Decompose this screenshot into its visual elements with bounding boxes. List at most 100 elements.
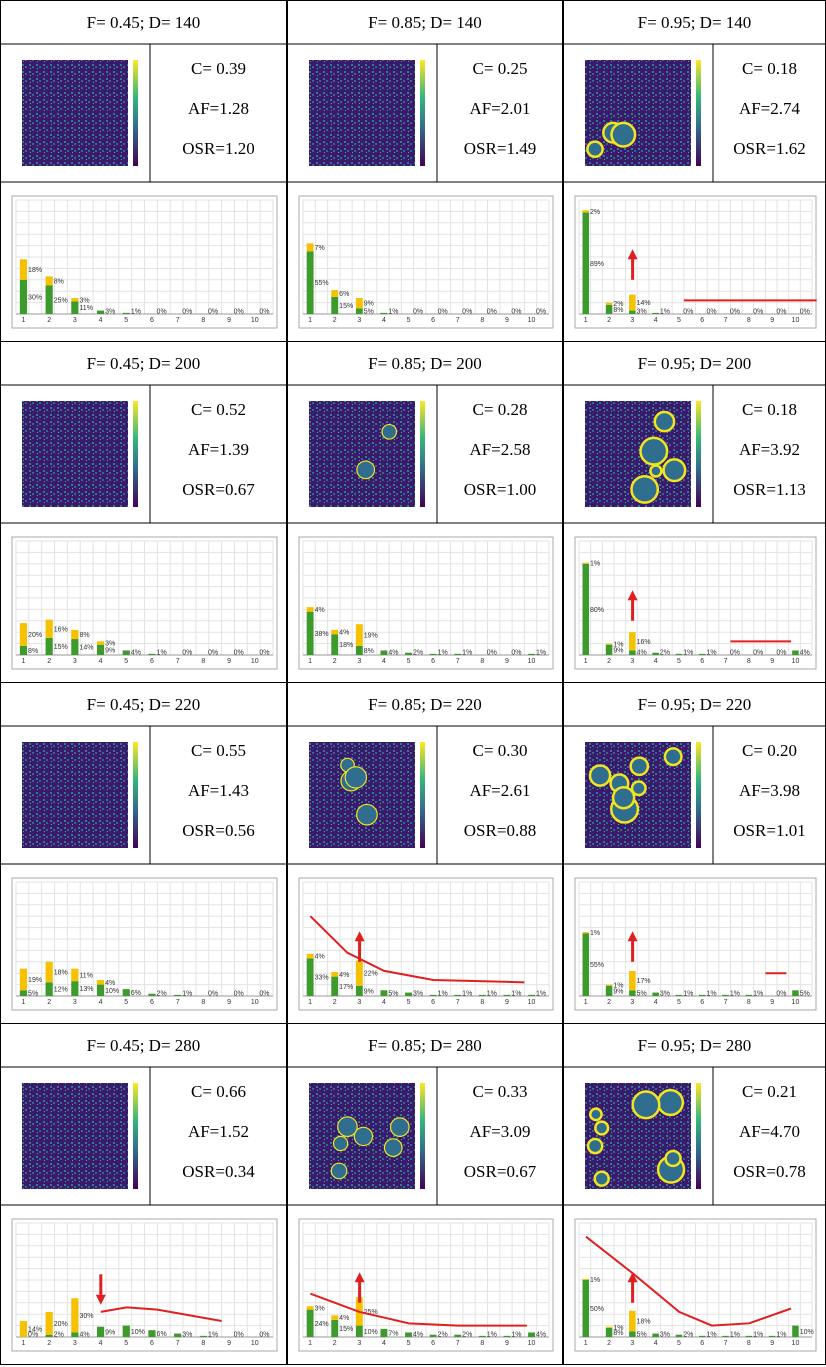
- x-tick-label: 8: [747, 658, 751, 665]
- bar-segment: [96, 980, 105, 985]
- x-tick-label: 5: [407, 658, 411, 665]
- value-label: 16%: [637, 639, 651, 646]
- value-label: 1%: [683, 991, 693, 998]
- value-label: 1%: [613, 642, 623, 649]
- x-tick-label: 6: [700, 658, 704, 665]
- bar-segment: [19, 259, 28, 280]
- metric: AF=3.09: [469, 1122, 530, 1141]
- annotation-arrow-head: [627, 931, 638, 942]
- x-tick-label: 4: [99, 317, 103, 324]
- x-tick-label: 5: [677, 999, 681, 1006]
- x-tick-label: 7: [456, 658, 460, 665]
- x-tick-label: 1: [308, 658, 312, 665]
- annotation-curve: [100, 1306, 222, 1323]
- bar-segment: [71, 629, 79, 640]
- bar-segment: [306, 607, 314, 612]
- bar-segment: [768, 1335, 776, 1337]
- bar-segment: [19, 623, 28, 646]
- bar-segment: [722, 994, 729, 996]
- bar-segment: [331, 1315, 339, 1320]
- x-tick-label: 4: [654, 658, 658, 665]
- value-label: 2%: [660, 650, 670, 657]
- value-label: 8%: [613, 1330, 623, 1337]
- value-label: 17%: [339, 984, 353, 991]
- x-tick-label: 10: [792, 317, 800, 324]
- heatmap-cluster: [586, 140, 604, 159]
- x-tick-label: 7: [176, 317, 180, 324]
- x-tick-label: 5: [407, 317, 411, 324]
- x-tick-label: 5: [124, 658, 128, 665]
- x-tick-label: 1: [308, 999, 312, 1006]
- cell-header: F= 0.45; D= 280: [87, 1036, 201, 1055]
- bar-segment: [478, 994, 486, 996]
- metric: C= 0.33: [473, 1082, 528, 1101]
- bar-segment: [503, 994, 511, 996]
- value-label: 0%: [413, 309, 423, 316]
- x-tick-label: 3: [73, 1340, 77, 1347]
- heatmap: [309, 401, 415, 507]
- value-label: 8%: [79, 632, 89, 639]
- value-label: 0%: [511, 650, 521, 657]
- metric: C= 0.39: [191, 59, 246, 78]
- x-tick-label: 7: [724, 658, 728, 665]
- x-tick-label: 8: [480, 658, 484, 665]
- annotation-arrow-head: [627, 590, 638, 601]
- x-tick-label: 10: [528, 1340, 536, 1347]
- cell-header: F= 0.85; D= 220: [368, 695, 482, 714]
- x-tick-label: 10: [251, 999, 259, 1006]
- x-tick-label: 1: [21, 1340, 25, 1347]
- bar-segment: [605, 985, 613, 996]
- value-label: 1%: [511, 991, 521, 998]
- value-label: 0%: [182, 650, 192, 657]
- x-tick-label: 9: [770, 658, 774, 665]
- x-tick-label: 2: [333, 317, 337, 324]
- heatmap-cluster: [330, 1162, 348, 1180]
- colorbar: [133, 60, 138, 166]
- bar-segment: [355, 645, 363, 655]
- value-label: 0%: [28, 1332, 38, 1339]
- x-tick-label: 9: [227, 999, 231, 1006]
- x-tick-label: 4: [382, 658, 386, 665]
- bar-segment: [652, 312, 659, 314]
- x-tick-label: 8: [480, 999, 484, 1006]
- x-tick-label: 6: [431, 658, 435, 665]
- annotation-arrow-head: [354, 1272, 365, 1283]
- x-tick-label: 8: [747, 317, 751, 324]
- x-tick-label: 2: [333, 1340, 337, 1347]
- bar-segment: [19, 645, 28, 655]
- bar-segment: [429, 653, 437, 655]
- value-label: 0%: [157, 309, 167, 316]
- bar-segment: [331, 629, 339, 635]
- value-label: 55%: [315, 280, 329, 287]
- heatmap-cluster: [611, 785, 636, 810]
- x-tick-label: 5: [124, 317, 128, 324]
- x-tick-label: 1: [21, 658, 25, 665]
- value-label: 2%: [590, 209, 600, 216]
- bar-segment: [454, 994, 462, 996]
- heatmap-cluster: [594, 1120, 610, 1136]
- metric: C= 0.52: [191, 400, 246, 419]
- bar-segment: [629, 990, 636, 996]
- metric: C= 0.21: [742, 1082, 797, 1101]
- bar-segment: [380, 1329, 388, 1337]
- bar-segment: [722, 1335, 729, 1337]
- value-label: 0%: [487, 650, 497, 657]
- value-label: 4%: [339, 1315, 349, 1322]
- bar-segment: [331, 634, 339, 655]
- heatmap-cluster: [337, 1116, 358, 1138]
- value-label: 1%: [613, 1325, 623, 1332]
- x-tick-label: 9: [505, 1340, 509, 1347]
- bar-segment: [629, 294, 636, 311]
- x-tick-label: 5: [407, 999, 411, 1006]
- bar-segment: [629, 632, 636, 651]
- x-tick-label: 10: [792, 1340, 800, 1347]
- bar-segment: [19, 279, 28, 314]
- x-tick-label: 3: [73, 658, 77, 665]
- value-label: 0%: [487, 309, 497, 316]
- bar-segment: [629, 1310, 636, 1332]
- bar-segment: [148, 653, 156, 655]
- colorbar: [133, 401, 138, 507]
- bar-segment: [582, 1280, 590, 1337]
- bar-segment: [19, 1321, 28, 1337]
- bar-segment: [605, 302, 613, 305]
